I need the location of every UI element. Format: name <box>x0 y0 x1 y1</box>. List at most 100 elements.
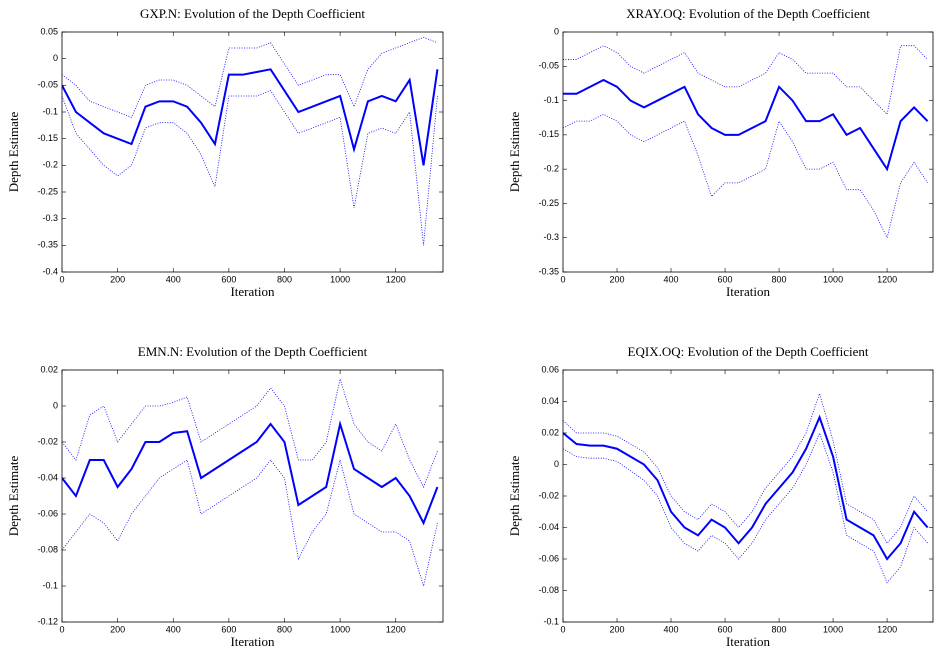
x-tick-label: 0 <box>560 274 565 284</box>
series-line <box>563 392 928 544</box>
series-line <box>62 36 438 118</box>
subplot: -0.4 -0.35 -0.3 -0.25 -0.2 -0.15 -0.1 -0.05 0 0.0… <box>6 6 444 299</box>
x-tick-label: 400 <box>166 624 181 634</box>
y-tick-label: -0.02 <box>37 436 58 446</box>
x-tick-label: 1200 <box>877 274 897 284</box>
y-tick-label: -0.1 <box>543 616 559 626</box>
x-tick-label: 600 <box>221 274 236 284</box>
x-tick-label: 400 <box>166 274 181 284</box>
axes-box <box>562 369 934 623</box>
y-tick-label: -0.08 <box>538 585 559 595</box>
x-tick-label: 600 <box>718 274 733 284</box>
axes-box <box>562 31 934 273</box>
x-tick-label: 1000 <box>823 274 843 284</box>
x-tick-label: 200 <box>110 624 125 634</box>
y-tick-label: -0.3 <box>42 213 58 223</box>
x-tick-label: 1000 <box>330 274 350 284</box>
y-tick-label: -0.2 <box>543 164 559 174</box>
y-axis-label: Depth Estimate <box>507 112 522 193</box>
y-tick-label: -0.06 <box>538 553 559 563</box>
y-tick-label: -0.35 <box>538 266 559 276</box>
series-line <box>563 78 929 172</box>
axes-box <box>61 31 444 273</box>
y-tick-label: -0.25 <box>538 198 559 208</box>
y-tick-label: 0.04 <box>541 396 559 406</box>
y-tick-label: -0.15 <box>538 129 559 139</box>
y-tick-label: 0.02 <box>40 364 58 374</box>
y-tick-label: -0.12 <box>37 616 58 626</box>
x-tick-label: 400 <box>664 274 679 284</box>
y-tick-label: -0.1 <box>42 106 58 116</box>
y-tick-label: 0.05 <box>40 26 58 36</box>
x-tick-label: 1200 <box>877 624 897 634</box>
y-axis-label: Depth Estimate <box>6 456 21 537</box>
x-axis-label: Iteration <box>726 634 771 649</box>
x-axis-label: Iteration <box>726 284 771 299</box>
y-tick-label: -0.05 <box>538 61 559 71</box>
y-tick-label: 0.02 <box>541 427 559 437</box>
x-tick-label: 1000 <box>330 624 350 634</box>
y-tick-label: -0.04 <box>37 472 58 482</box>
x-tick-label: 1000 <box>823 624 843 634</box>
y-axis-label: Depth Estimate <box>507 456 522 537</box>
x-axis-label: Iteration <box>230 634 275 649</box>
x-tick-label: 800 <box>277 624 292 634</box>
plot-area <box>563 45 929 239</box>
series-line <box>62 68 439 166</box>
y-tick-label: -0.06 <box>37 508 58 518</box>
chart-title: EMN.N: Evolution of the Depth Coefficien… <box>138 344 368 359</box>
x-tick-label: 200 <box>110 274 125 284</box>
y-tick-label: 0 <box>53 53 58 63</box>
y-tick-label: -0.35 <box>37 240 58 250</box>
subplot: -0.12 -0.1 -0.08 -0.06 -0.04 -0.02 0 0.02 0 200 40… <box>6 344 444 649</box>
series-line <box>563 431 928 584</box>
plot-area <box>62 36 439 246</box>
x-tick-label: 600 <box>718 624 733 634</box>
subplot: -0.35 -0.3 -0.25 -0.2 -0.15 -0.1 -0.05 0 0 200 400… <box>507 6 934 299</box>
series-line <box>62 90 438 246</box>
x-axis-label: Iteration <box>230 284 275 299</box>
chart-title: XRAY.OQ: Evolution of the Depth Coeffici… <box>626 6 870 21</box>
chart-title: EQIX.OQ: Evolution of the Depth Coeffici… <box>628 344 869 359</box>
x-tick-label: 400 <box>664 624 679 634</box>
x-tick-label: 1200 <box>386 274 406 284</box>
y-tick-label: 0 <box>554 459 559 469</box>
x-tick-label: 200 <box>609 274 624 284</box>
y-tick-label: -0.3 <box>543 232 559 242</box>
series-line <box>62 420 439 526</box>
x-tick-label: 0 <box>59 274 64 284</box>
y-tick-label: 0 <box>53 400 58 410</box>
x-tick-label: 600 <box>221 624 236 634</box>
series-line <box>563 414 929 561</box>
y-tick-label: -0.02 <box>538 490 559 500</box>
y-tick-label: -0.1 <box>42 580 58 590</box>
y-tick-label: -0.25 <box>37 186 58 196</box>
y-tick-label: -0.1 <box>543 95 559 105</box>
x-tick-label: 0 <box>59 624 64 634</box>
y-tick-label: -0.04 <box>538 522 559 532</box>
subplot: -0.1 -0.08 -0.06 -0.04 -0.02 0 0.02 0.04 0.06 0 20… <box>507 344 934 649</box>
plot-area <box>563 392 929 584</box>
x-tick-label: 800 <box>277 274 292 284</box>
y-tick-label: -0.08 <box>37 544 58 554</box>
series-line <box>62 377 438 488</box>
series-line <box>563 113 928 239</box>
y-tick-label: -0.2 <box>42 160 58 170</box>
y-tick-label: -0.4 <box>42 266 58 276</box>
x-tick-label: 800 <box>772 274 787 284</box>
y-tick-label: 0 <box>554 26 559 36</box>
y-tick-label: -0.05 <box>37 80 58 90</box>
y-axis-label: Depth Estimate <box>6 112 21 193</box>
series-line <box>563 45 928 116</box>
x-tick-label: 800 <box>772 624 787 634</box>
series-line <box>62 459 438 588</box>
axes-box <box>61 369 444 623</box>
y-tick-label: -0.15 <box>37 133 58 143</box>
x-tick-label: 0 <box>560 624 565 634</box>
x-tick-label: 1200 <box>386 624 406 634</box>
x-tick-label: 200 <box>609 624 624 634</box>
plot-area <box>62 377 439 588</box>
y-tick-label: 0.06 <box>541 364 559 374</box>
chart-title: GXP.N: Evolution of the Depth Coefficien… <box>140 6 365 21</box>
